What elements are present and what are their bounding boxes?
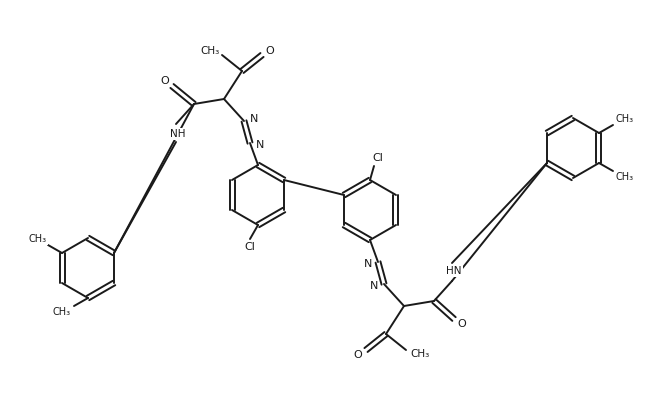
- Text: CH₃: CH₃: [29, 234, 47, 244]
- Text: N: N: [250, 114, 258, 124]
- Text: Cl: Cl: [245, 242, 255, 252]
- Text: N: N: [256, 140, 264, 150]
- Text: O: O: [353, 350, 363, 360]
- Text: O: O: [266, 46, 274, 56]
- Text: O: O: [457, 319, 466, 329]
- Text: NH: NH: [170, 129, 186, 139]
- Text: O: O: [160, 76, 169, 86]
- Text: CH₃: CH₃: [616, 114, 634, 124]
- Text: Cl: Cl: [373, 153, 383, 163]
- Text: HN: HN: [446, 266, 461, 276]
- Text: N: N: [364, 259, 372, 269]
- Text: CH₃: CH₃: [53, 307, 71, 317]
- Text: CH₃: CH₃: [410, 349, 430, 359]
- Text: CH₃: CH₃: [616, 172, 634, 182]
- Text: CH₃: CH₃: [200, 46, 219, 56]
- Text: N: N: [370, 281, 378, 291]
